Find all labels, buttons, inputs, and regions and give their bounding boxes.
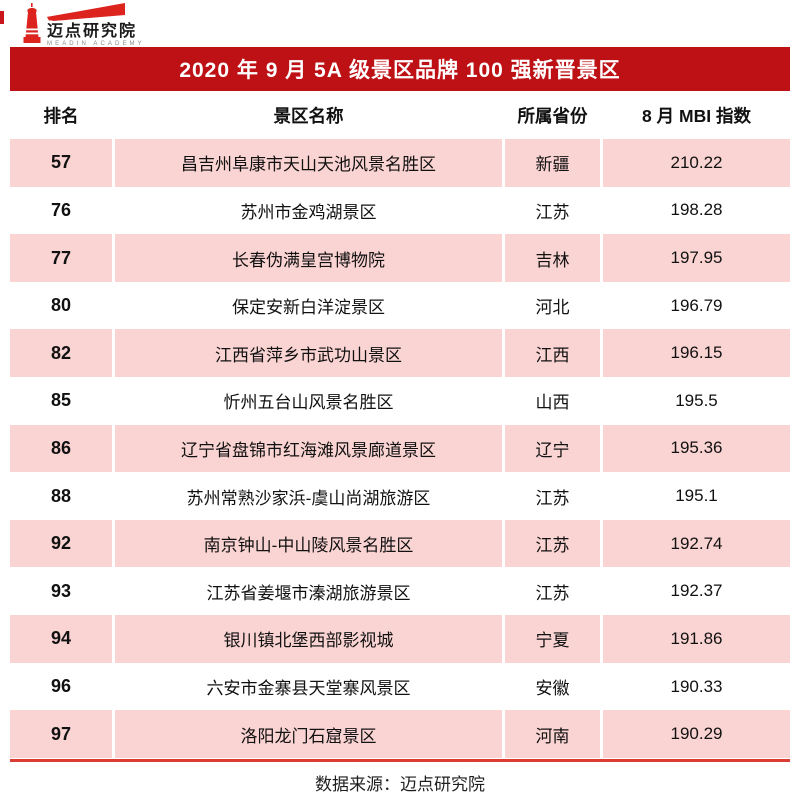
corner-mark	[0, 11, 4, 24]
rank-cell: 86	[10, 424, 112, 473]
mbi-cell: 192.37	[670, 581, 723, 601]
rank-cell: 88	[50, 485, 72, 506]
table-row: 85 忻州五台山风景名胜区 山西 195.5	[10, 377, 790, 425]
province-cell: 河北	[535, 298, 570, 318]
scenic-area-cell: 长春伪满皇宫博物院	[115, 234, 502, 282]
brand-name-en: MEADIN ACADEMY	[47, 41, 145, 47]
mbi-cell: 191.86	[603, 615, 790, 663]
rank-cell: 76	[50, 199, 72, 220]
rank-cell: 94	[10, 615, 112, 663]
mbi-cell: 198.28	[670, 200, 723, 220]
scenic-area-cell: 昌吉州阜康市天山天池风景名胜区	[115, 139, 502, 187]
rank-cell: 97	[10, 710, 112, 758]
mbi-cell: 195.36	[603, 424, 790, 473]
table-row: 97 洛阳龙门石窟景区 河南 190.29	[10, 710, 790, 758]
rank-cell: 57	[10, 139, 112, 187]
province-cell: 河南	[505, 710, 600, 758]
province-cell: 辽宁	[505, 424, 600, 473]
rank-cell: 96	[50, 676, 72, 696]
mbi-cell: 196.79	[670, 295, 723, 315]
rank-cell: 85	[50, 390, 72, 411]
scenic-area-cell: 南京钟山-中山陵风景名胜区	[115, 519, 502, 568]
rank-cell: 93	[50, 580, 72, 601]
rank-cell: 82	[10, 329, 112, 378]
scenic-area-cell: 苏州常熟沙家浜-虞山尚湖旅游区	[186, 488, 431, 508]
province-cell: 安徽	[535, 679, 570, 698]
province-cell: 宁夏	[505, 615, 600, 663]
table-row: 96 六安市金寨县天堂寨风景区 安徽 190.33	[10, 663, 790, 711]
column-header-mbi-index: 8 月 MBI 指数	[642, 105, 751, 126]
province-cell: 江苏	[535, 583, 570, 603]
brand-logo: 迈点研究院 MEADIN ACADEMY	[22, 3, 145, 48]
province-cell: 新疆	[505, 139, 600, 187]
table-header-row: 排名 景区名称 所属省份 8 月 MBI 指数	[10, 91, 790, 139]
data-source: 数据来源：迈点研究院	[315, 775, 485, 792]
mbi-cell: 197.95	[603, 234, 790, 282]
divider-line	[10, 759, 790, 762]
scenic-area-cell: 银川镇北堡西部影视城	[115, 615, 502, 663]
mbi-cell: 196.15	[603, 329, 790, 378]
mbi-cell: 195.5	[675, 390, 718, 410]
logo-strip: 迈点研究院 MEADIN ACADEMY	[0, 0, 800, 47]
table-row: 88 苏州常熟沙家浜-虞山尚湖旅游区 江苏 195.1	[10, 472, 790, 520]
scenic-area-cell: 江西省萍乡市武功山景区	[115, 329, 502, 378]
scenic-area-cell: 忻州五台山风景名胜区	[223, 393, 394, 413]
scenic-area-cell: 保定安新白洋淀景区	[232, 298, 385, 318]
province-cell: 江西	[505, 329, 600, 378]
flag-icon	[47, 3, 145, 22]
column-header-rank: 排名	[43, 105, 79, 126]
logo-text-block: 迈点研究院 MEADIN ACADEMY	[47, 3, 145, 48]
rank-cell: 92	[10, 519, 112, 568]
scenic-area-cell: 六安市金寨县天堂寨风景区	[206, 679, 411, 698]
table-row: 57 昌吉州阜康市天山天池风景名胜区 新疆 210.22	[10, 139, 790, 187]
mbi-cell: 192.74	[603, 519, 790, 568]
scenic-area-cell: 江苏省姜堰市溱湖旅游景区	[206, 583, 411, 603]
table-row: 80 保定安新白洋淀景区 河北 196.79	[10, 282, 790, 330]
table-row: 77 长春伪满皇宫博物院 吉林 197.95	[10, 234, 790, 282]
mbi-cell: 190.29	[603, 710, 790, 758]
scenic-area-cell: 辽宁省盘锦市红海滩风景廊道景区	[115, 424, 502, 473]
column-header-scenic-area: 景区名称	[273, 105, 344, 126]
table-row: 86 辽宁省盘锦市红海滩风景廊道景区 辽宁 195.36	[10, 424, 790, 473]
province-cell: 江苏	[535, 488, 570, 508]
scenic-area-cell: 苏州市金鸡湖景区	[240, 202, 377, 222]
province-cell: 山西	[535, 393, 570, 413]
table-row: 94 银川镇北堡西部影视城 宁夏 191.86	[10, 615, 790, 663]
lighthouse-icon	[22, 3, 42, 44]
rank-cell: 80	[50, 295, 72, 316]
mbi-cell: 195.1	[675, 486, 718, 506]
brand-name: 迈点研究院	[47, 23, 138, 40]
mbi-cell: 210.22	[603, 139, 790, 187]
report-title: 2020 年 9 月 5A 级景区品牌 100 强新晋景区	[10, 47, 790, 91]
province-cell: 江苏	[505, 519, 600, 568]
province-cell: 江苏	[535, 202, 570, 222]
table-row: 92 南京钟山-中山陵风景名胜区 江苏 192.74	[10, 519, 790, 568]
table-body: 57 昌吉州阜康市天山天池风景名胜区 新疆 210.22 76 苏州市金鸡湖景区 江苏 198…	[0, 139, 800, 758]
column-header-province: 所属省份	[517, 105, 588, 126]
scenic-area-cell: 洛阳龙门石窟景区	[115, 710, 502, 758]
table-row: 82 江西省萍乡市武功山景区 江西 196.15	[10, 329, 790, 378]
rank-cell: 77	[10, 234, 112, 282]
province-cell: 吉林	[505, 234, 600, 282]
table-row: 93 江苏省姜堰市溱湖旅游景区 江苏 192.37	[10, 567, 790, 615]
mbi-cell: 190.33	[670, 676, 723, 696]
table-row: 76 苏州市金鸡湖景区 江苏 198.28	[10, 187, 790, 235]
